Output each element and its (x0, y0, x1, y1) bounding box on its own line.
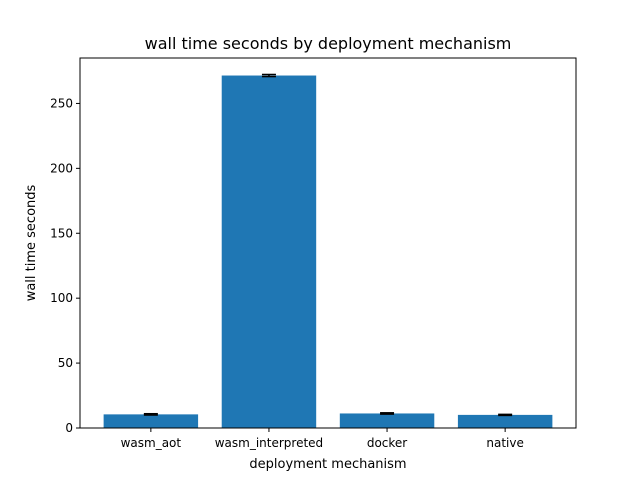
x-axis-label: deployment mechanism (249, 457, 406, 472)
y-tick-label: 250 (50, 96, 73, 110)
x-tick-label: native (486, 436, 523, 450)
bar-wasm_aot (103, 414, 199, 428)
y-axis-ticks: 0 50 100 150 200 250 (50, 96, 80, 435)
y-tick-label: 50 (58, 356, 73, 370)
y-tick-label: 150 (50, 226, 73, 240)
y-tick-label: 100 (50, 291, 73, 305)
chart-title: wall time seconds by deployment mechanis… (145, 34, 512, 53)
bars-group (103, 75, 553, 429)
x-tick-label: docker (367, 436, 407, 450)
bar-native (457, 414, 553, 428)
y-tick-label: 200 (50, 161, 73, 175)
x-tick-label: wasm_interpreted (215, 436, 323, 450)
x-tick-label: wasm_aot (121, 436, 182, 450)
y-tick-label: 0 (65, 421, 73, 435)
y-axis-label: wall time seconds (24, 184, 39, 301)
plot-area-frame (79, 57, 577, 429)
bar-wasm_interpreted (221, 75, 317, 429)
error-bars-group (143, 73, 513, 417)
bar-docker (339, 413, 435, 428)
x-axis-ticks: wasm_aot wasm_interpreted docker native (121, 428, 524, 450)
